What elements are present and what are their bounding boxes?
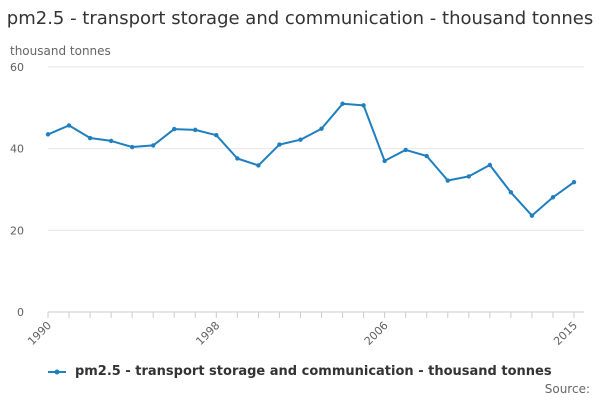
data-point: [298, 137, 303, 142]
data-point: [424, 153, 429, 159]
data-point: [235, 156, 240, 161]
data-point: [277, 142, 282, 147]
data-point: [571, 179, 577, 185]
data-point: [151, 143, 156, 148]
y-tick-label: 0: [17, 306, 24, 319]
data-point: [108, 138, 114, 144]
legend[interactable]: pm2.5 - transport storage and communicat…: [0, 364, 600, 379]
x-tick-label: 2015: [551, 319, 580, 348]
legend-line-symbol: [48, 369, 67, 374]
gridlines: [48, 66, 584, 313]
data-point: [445, 178, 450, 183]
data-point: [550, 195, 556, 200]
x-tick-label: 2006: [362, 319, 391, 348]
data-point: [66, 123, 72, 128]
y-axis-label: thousand tonnes: [10, 44, 111, 58]
data-point: [340, 101, 345, 106]
y-tick-label: 60: [10, 61, 24, 74]
data-point: [129, 144, 135, 150]
data-point: [508, 190, 514, 195]
data-point: [214, 132, 219, 138]
x-tick-label: 1998: [193, 319, 222, 348]
data-point: [382, 158, 387, 164]
x-tick-label: 1990: [25, 319, 54, 348]
chart-title: pm2.5 - transport storage and communicat…: [6, 8, 594, 29]
data-point: [529, 213, 535, 218]
source-label: Source:: [544, 382, 590, 396]
data-point: [256, 163, 261, 168]
data-point: [319, 126, 324, 131]
data-point: [172, 126, 177, 132]
axes: 0 20 40 60 1990 1998 2006 2015: [10, 61, 580, 348]
legend-label: pm2.5 - transport storage and communicat…: [74, 364, 552, 379]
data-point: [361, 103, 366, 108]
y-tick-label: 20: [10, 224, 24, 237]
data-point: [466, 174, 471, 179]
data-point: [193, 127, 198, 133]
data-point: [487, 162, 493, 168]
data-point: [87, 135, 93, 141]
data-point: [403, 147, 408, 153]
series-line: [47, 102, 575, 217]
series-layer: [45, 101, 577, 218]
data-point: [45, 132, 51, 137]
y-tick-label: 40: [10, 143, 24, 156]
